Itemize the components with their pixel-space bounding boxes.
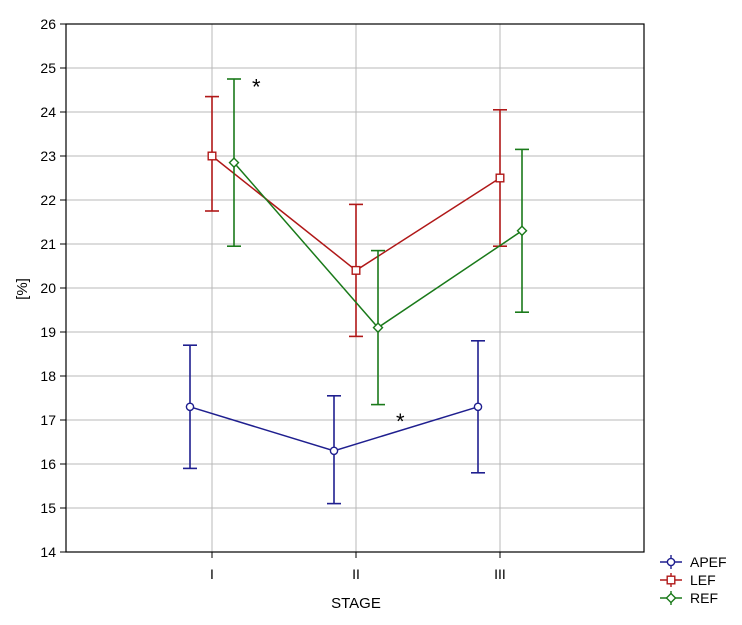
- legend-item-lef: LEF: [660, 572, 716, 588]
- legend-item-ref: REF: [660, 590, 718, 606]
- data-point-lef: [495, 173, 505, 183]
- y-tick-label: 24: [40, 104, 56, 120]
- y-tick-label: 26: [40, 16, 56, 32]
- x-axis-title: STAGE: [331, 595, 381, 612]
- data-point-apef: [473, 402, 483, 412]
- legend-marker-ref: [665, 592, 677, 604]
- legend-marker-lef: [666, 575, 676, 585]
- legend-item-apef: APEF: [660, 554, 727, 570]
- legend-label-ref: REF: [690, 590, 718, 606]
- significance-marker: *: [252, 75, 261, 100]
- significance-marker: *: [396, 409, 405, 434]
- legend-label-lef: LEF: [690, 572, 716, 588]
- y-tick-label: 20: [40, 280, 56, 296]
- y-tick-label: 19: [40, 324, 56, 340]
- series-apef: [183, 339, 485, 505]
- data-point-apef: [329, 446, 339, 456]
- legend: APEF LEF REF: [660, 554, 727, 606]
- legend-label-apef: APEF: [690, 554, 727, 570]
- data-point-lef: [351, 265, 361, 275]
- y-tick-label: 25: [40, 60, 56, 76]
- series-group: [183, 78, 529, 505]
- y-tick-label: 17: [40, 412, 56, 428]
- y-tick-label: 22: [40, 192, 56, 208]
- data-point-apef: [185, 402, 195, 412]
- y-tick-label: 18: [40, 368, 56, 384]
- legend-marker-apef: [666, 557, 676, 567]
- y-axis-title: [%]: [14, 278, 31, 300]
- y-axis: 14 15 16 17 18 19 20 21 22 23 24 25 26: [40, 16, 66, 560]
- y-tick-label: 16: [40, 456, 56, 472]
- x-tick-label: III: [494, 566, 506, 582]
- y-tick-label: 15: [40, 500, 56, 516]
- annotations: **: [252, 75, 405, 434]
- y-tick-label: 23: [40, 148, 56, 164]
- y-tick-label: 14: [40, 544, 56, 560]
- x-tick-label: II: [352, 566, 360, 582]
- data-point-ref: [516, 225, 528, 237]
- series-ref: [227, 78, 529, 406]
- y-tick-label: 21: [40, 236, 56, 252]
- data-point-lef: [207, 151, 217, 161]
- x-axis: I II III: [210, 552, 506, 582]
- data-point-ref: [228, 157, 240, 169]
- data-point-ref: [372, 322, 384, 334]
- x-tick-label: I: [210, 566, 214, 582]
